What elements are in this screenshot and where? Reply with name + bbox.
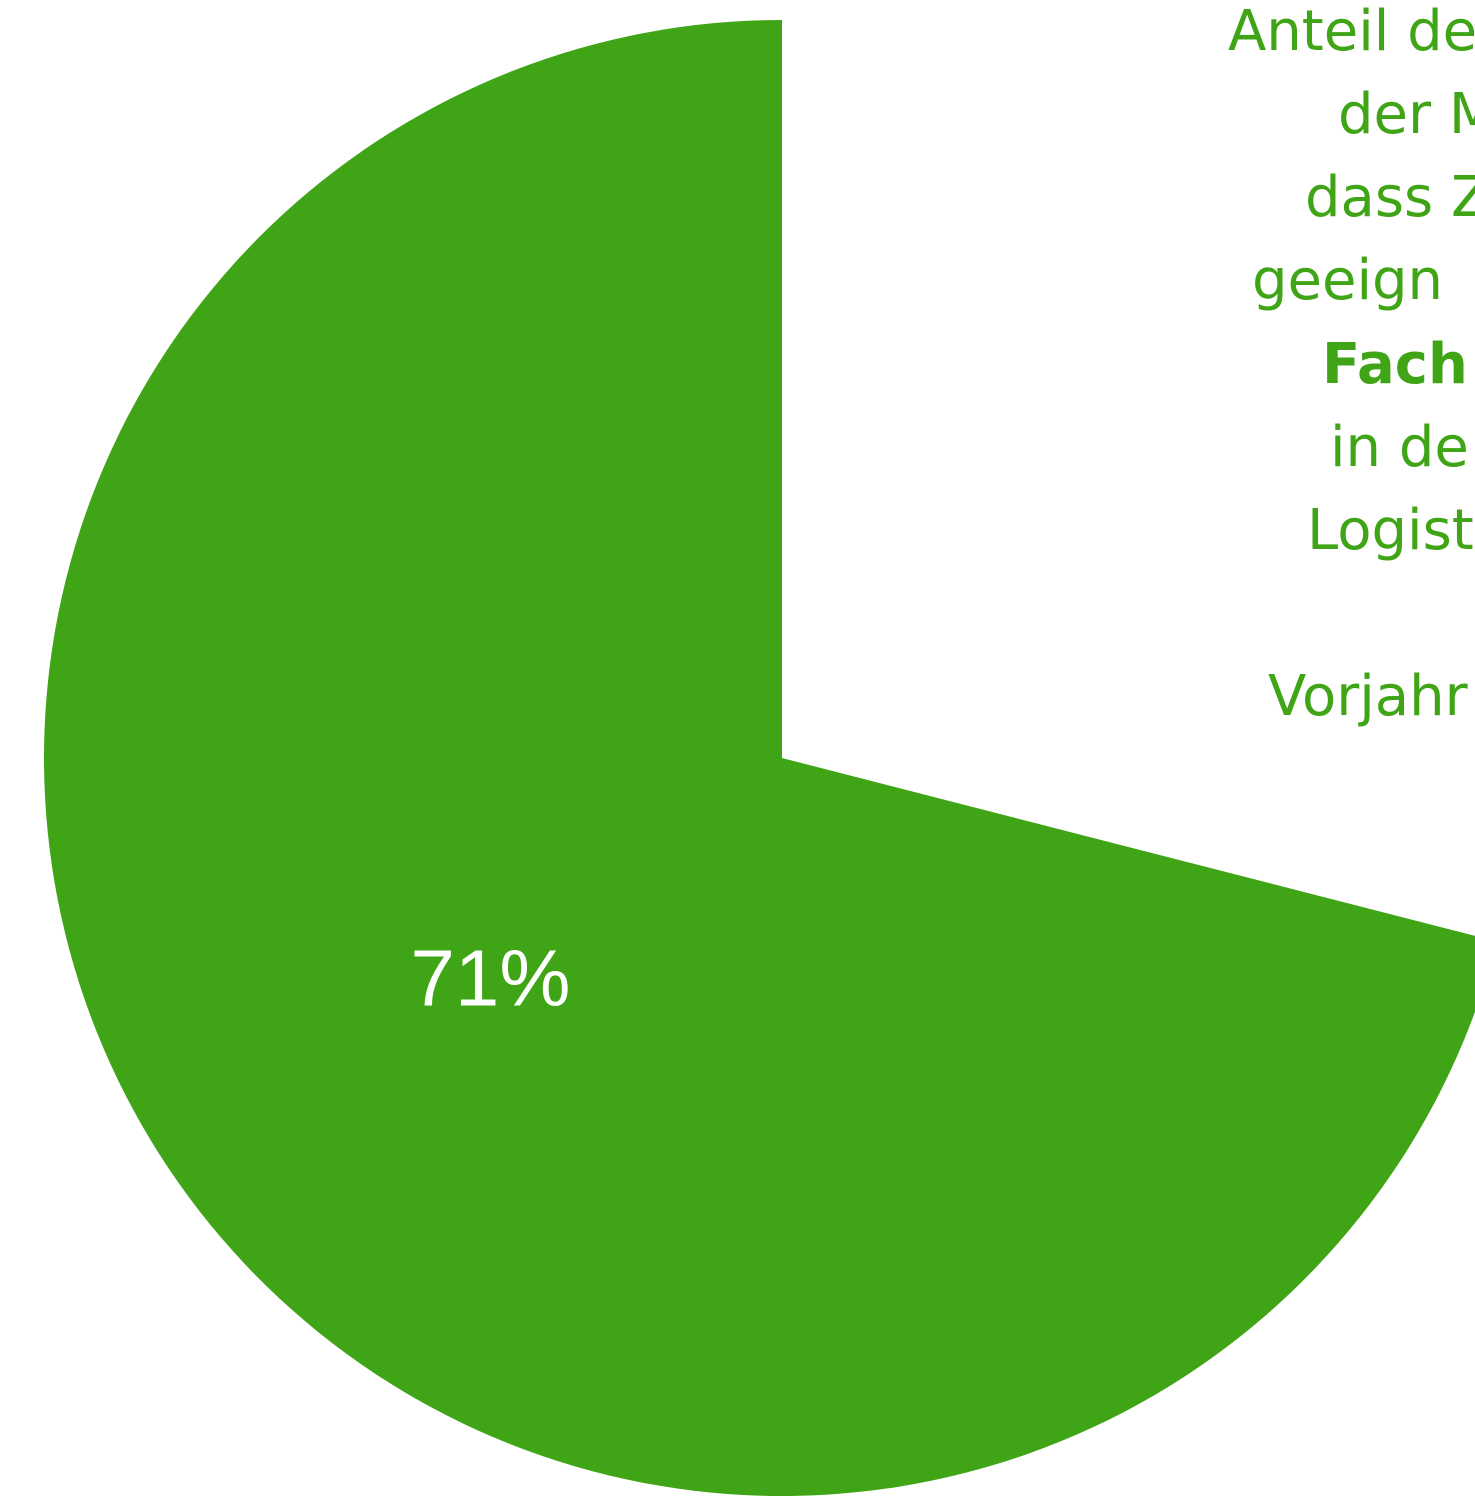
annotation-line: Fach [1322,332,1468,397]
annotation-line: der M [1338,82,1475,147]
annotation-line: Anteil de [1228,0,1475,64]
pie-slice [782,20,1475,936]
annotation: Anteil de der M dass Z geeign Fach in de… [1228,0,1475,729]
pie-slice [44,20,1475,1496]
annotation-line: dass Z [1305,165,1475,230]
annotation-line: geeign [1252,248,1443,313]
slice-label: 71% [410,933,570,1022]
annotation-line: Vorjahr [1268,664,1469,729]
annotation-line: Logist [1307,498,1474,563]
annotation-line: in de [1330,415,1469,480]
pie: 71% [44,20,1475,1496]
